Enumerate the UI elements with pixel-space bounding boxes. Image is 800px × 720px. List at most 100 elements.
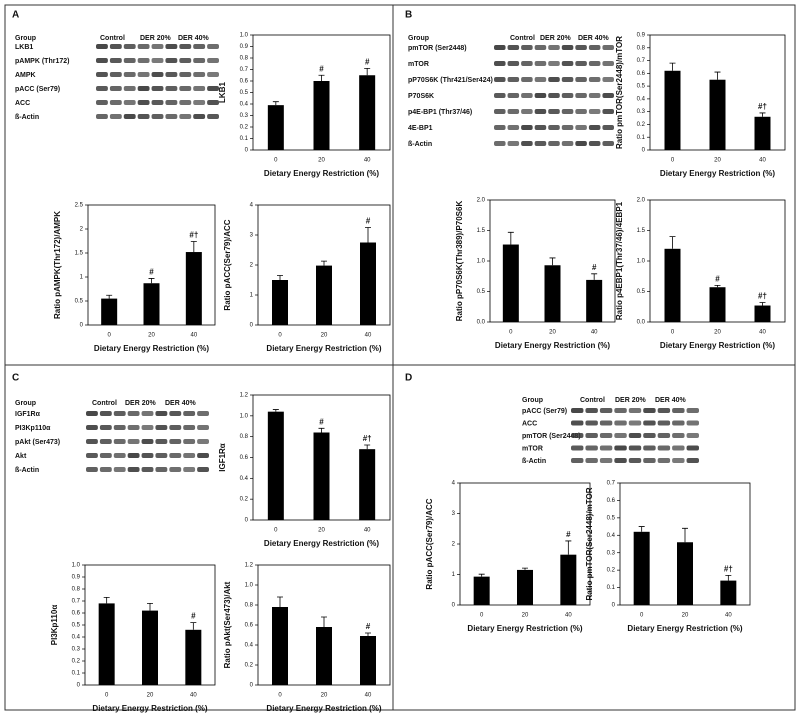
blot-band	[137, 100, 150, 105]
blot-band	[165, 58, 178, 63]
blot-band	[109, 72, 122, 77]
x-tick-label: 20	[148, 333, 155, 339]
blot-row-label: p4E-BP1 (Thr37/46)	[408, 109, 472, 116]
blot-band	[179, 44, 192, 49]
y-tick-label: 2.0	[637, 198, 646, 204]
blot-band	[575, 109, 587, 114]
blot-band	[151, 86, 164, 91]
x-tick-label: 40	[725, 613, 732, 619]
blot-band	[507, 93, 520, 98]
panel-label: D	[405, 373, 412, 384]
blot-band	[183, 439, 196, 444]
error-bar	[725, 574, 732, 581]
y-tick-label: 0.8	[240, 56, 249, 62]
error-bar	[669, 236, 676, 249]
error-bar	[365, 632, 371, 636]
blot-band	[602, 45, 614, 50]
blot-band	[183, 453, 196, 458]
y-tick-label: 0.6	[240, 79, 249, 85]
error-bar	[591, 273, 598, 280]
y-tick-label: 4	[250, 203, 254, 209]
blot-band	[571, 445, 584, 451]
blot-band	[657, 433, 671, 438]
y-tick-label: 0.3	[607, 550, 616, 556]
blot-band	[494, 77, 506, 82]
blot-band	[507, 125, 520, 130]
blot-band	[599, 408, 613, 413]
x-axis-label: Dietary Energy Restriction (%)	[627, 624, 742, 633]
blot-band	[548, 141, 560, 146]
y-tick-label: 0.1	[607, 585, 616, 591]
panel-label: B	[405, 10, 412, 21]
y-tick-label: 0.6	[637, 71, 646, 77]
y-tick-label: 3	[250, 233, 254, 239]
y-tick-label: 1.2	[240, 393, 249, 399]
x-tick-label: 40	[364, 528, 371, 534]
blot-band	[151, 44, 164, 49]
blot-band	[628, 433, 642, 438]
x-axis-label: Dietary Energy Restriction (%)	[660, 169, 775, 178]
blot-band	[672, 433, 685, 438]
y-tick-label: 1.0	[637, 259, 646, 265]
y-tick-label: 0.2	[245, 663, 254, 669]
blot-band	[113, 439, 126, 444]
blot-band	[575, 77, 587, 82]
blot-band	[507, 61, 520, 66]
blot-row-label: ß-Actin	[15, 114, 39, 121]
error-bar	[277, 596, 283, 607]
bar	[267, 105, 284, 150]
error-bar	[478, 573, 485, 577]
y-tick-label: 1.0	[240, 413, 249, 419]
blot-band	[155, 425, 168, 430]
blot-band	[165, 100, 178, 105]
blot-row-label: PI3Kp110α	[15, 425, 51, 432]
blot-band	[588, 61, 601, 66]
y-tick-label: 0.4	[240, 476, 249, 482]
y-tick-label: 0.5	[75, 299, 84, 305]
bar	[754, 116, 771, 150]
blot-band	[193, 44, 206, 49]
blot-band	[137, 58, 150, 63]
blot-band	[548, 125, 560, 130]
blot-band	[548, 45, 560, 50]
blot-band	[588, 141, 601, 146]
y-axis-label: Ratio pAMPK(Thr172)/AMPK	[53, 211, 62, 319]
y-tick-label: 0	[642, 148, 646, 154]
bar	[677, 542, 693, 605]
x-axis-label: Dietary Energy Restriction (%)	[495, 341, 610, 350]
blot-band	[561, 45, 574, 50]
bar	[143, 283, 160, 325]
x-tick-label: 20	[522, 613, 529, 619]
blot-band	[628, 420, 642, 426]
blot-band	[575, 141, 587, 146]
blot-band	[494, 45, 506, 50]
blot-band	[585, 445, 598, 451]
x-tick-label: 0	[274, 528, 278, 534]
x-axis-label: Dietary Energy Restriction (%)	[266, 344, 381, 353]
blot-band	[602, 93, 614, 98]
panel-label: A	[12, 10, 19, 21]
blot-band	[588, 77, 601, 82]
blot-band	[672, 420, 685, 426]
bar	[360, 242, 376, 325]
x-tick-label: 20	[714, 330, 721, 336]
blot-band	[169, 467, 182, 472]
significance-mark: #	[566, 530, 571, 539]
blot-band	[585, 433, 598, 438]
y-axis-label: Ratio p4EBP1(Thr37/46)/4EBP1	[615, 201, 624, 320]
blot-band	[494, 141, 506, 146]
group-column: DER 40%	[578, 35, 610, 42]
x-tick-label: 20	[714, 158, 721, 164]
group-column: DER 20%	[140, 35, 172, 42]
error-bar	[364, 444, 371, 450]
x-axis-label: Dietary Energy Restriction (%)	[266, 704, 381, 713]
significance-mark: #	[365, 57, 370, 66]
error-bar	[318, 427, 325, 433]
blot-band	[657, 420, 671, 426]
blot-band	[521, 45, 533, 50]
y-tick-label: 1.0	[72, 563, 81, 569]
y-tick-label: 1.0	[245, 583, 254, 589]
error-bar	[522, 567, 528, 570]
blot-band	[614, 408, 627, 413]
error-bar	[277, 275, 283, 280]
